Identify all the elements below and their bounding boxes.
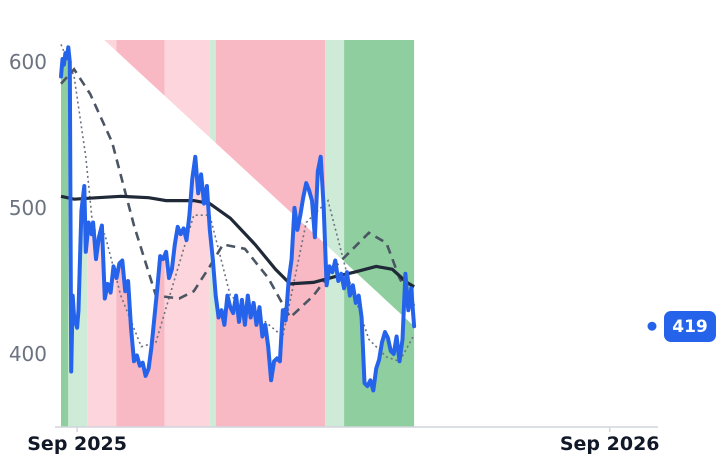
area-mask xyxy=(61,0,718,427)
series-ma-mid-line xyxy=(60,67,416,320)
y-tick-label-400: 400 xyxy=(9,342,47,366)
last-value-label: 419 xyxy=(672,317,708,337)
y-tick-label-600: 600 xyxy=(9,50,47,74)
x-tick-labels: Sep 2025 Sep 2026 xyxy=(27,427,660,455)
series-ma-long-line xyxy=(60,194,415,289)
series-price-line xyxy=(59,45,417,393)
regime-band-7 xyxy=(325,40,345,427)
x-tick-label-0: Sep 2025 xyxy=(27,433,127,455)
regime-bands xyxy=(61,0,718,427)
last-value-marker: 419 xyxy=(645,311,716,342)
x-tick-label-1: Sep 2026 xyxy=(560,433,660,455)
regime-band-8 xyxy=(344,40,423,427)
series-lines xyxy=(59,44,417,393)
last-value-badge xyxy=(664,311,716,342)
regime-band-0 xyxy=(61,40,69,427)
y-tick-label-500: 500 xyxy=(9,196,47,220)
y-tick-labels: 400 500 600 xyxy=(9,50,47,366)
last-value-dot xyxy=(645,319,659,333)
